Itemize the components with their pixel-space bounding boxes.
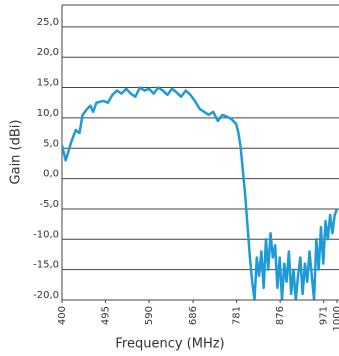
x-tick-label: 686 [188,306,199,325]
x-tick-label: 781 [232,306,243,325]
y-tick-label: -20,0 [33,290,59,301]
x-tick-label: 876 [275,306,286,325]
data-line [62,86,339,300]
x-tick-label: 495 [101,306,112,325]
y-tick-label: 5,0 [43,138,59,149]
x-tick-label: 400 [57,306,68,325]
y-tick-label: -10,0 [33,229,59,240]
x-tick-label: 971 [319,306,330,325]
x-tick-label: 590 [144,306,155,325]
y-tick-label: 15,0 [37,78,59,89]
y-tick-label: -15,0 [33,260,59,271]
x-axis-title: Frequency (MHz) [115,337,224,352]
y-axis-title: Gain (dBi) [9,120,24,185]
y-tick-label: 25,0 [37,17,59,28]
y-tick-label: 0,0 [43,169,59,180]
y-tick-label: -5,0 [39,199,59,210]
y-tick-label: 10,0 [37,108,59,119]
x-tick-label: 1000 [332,306,339,331]
y-tick-label: 20,0 [37,47,59,58]
